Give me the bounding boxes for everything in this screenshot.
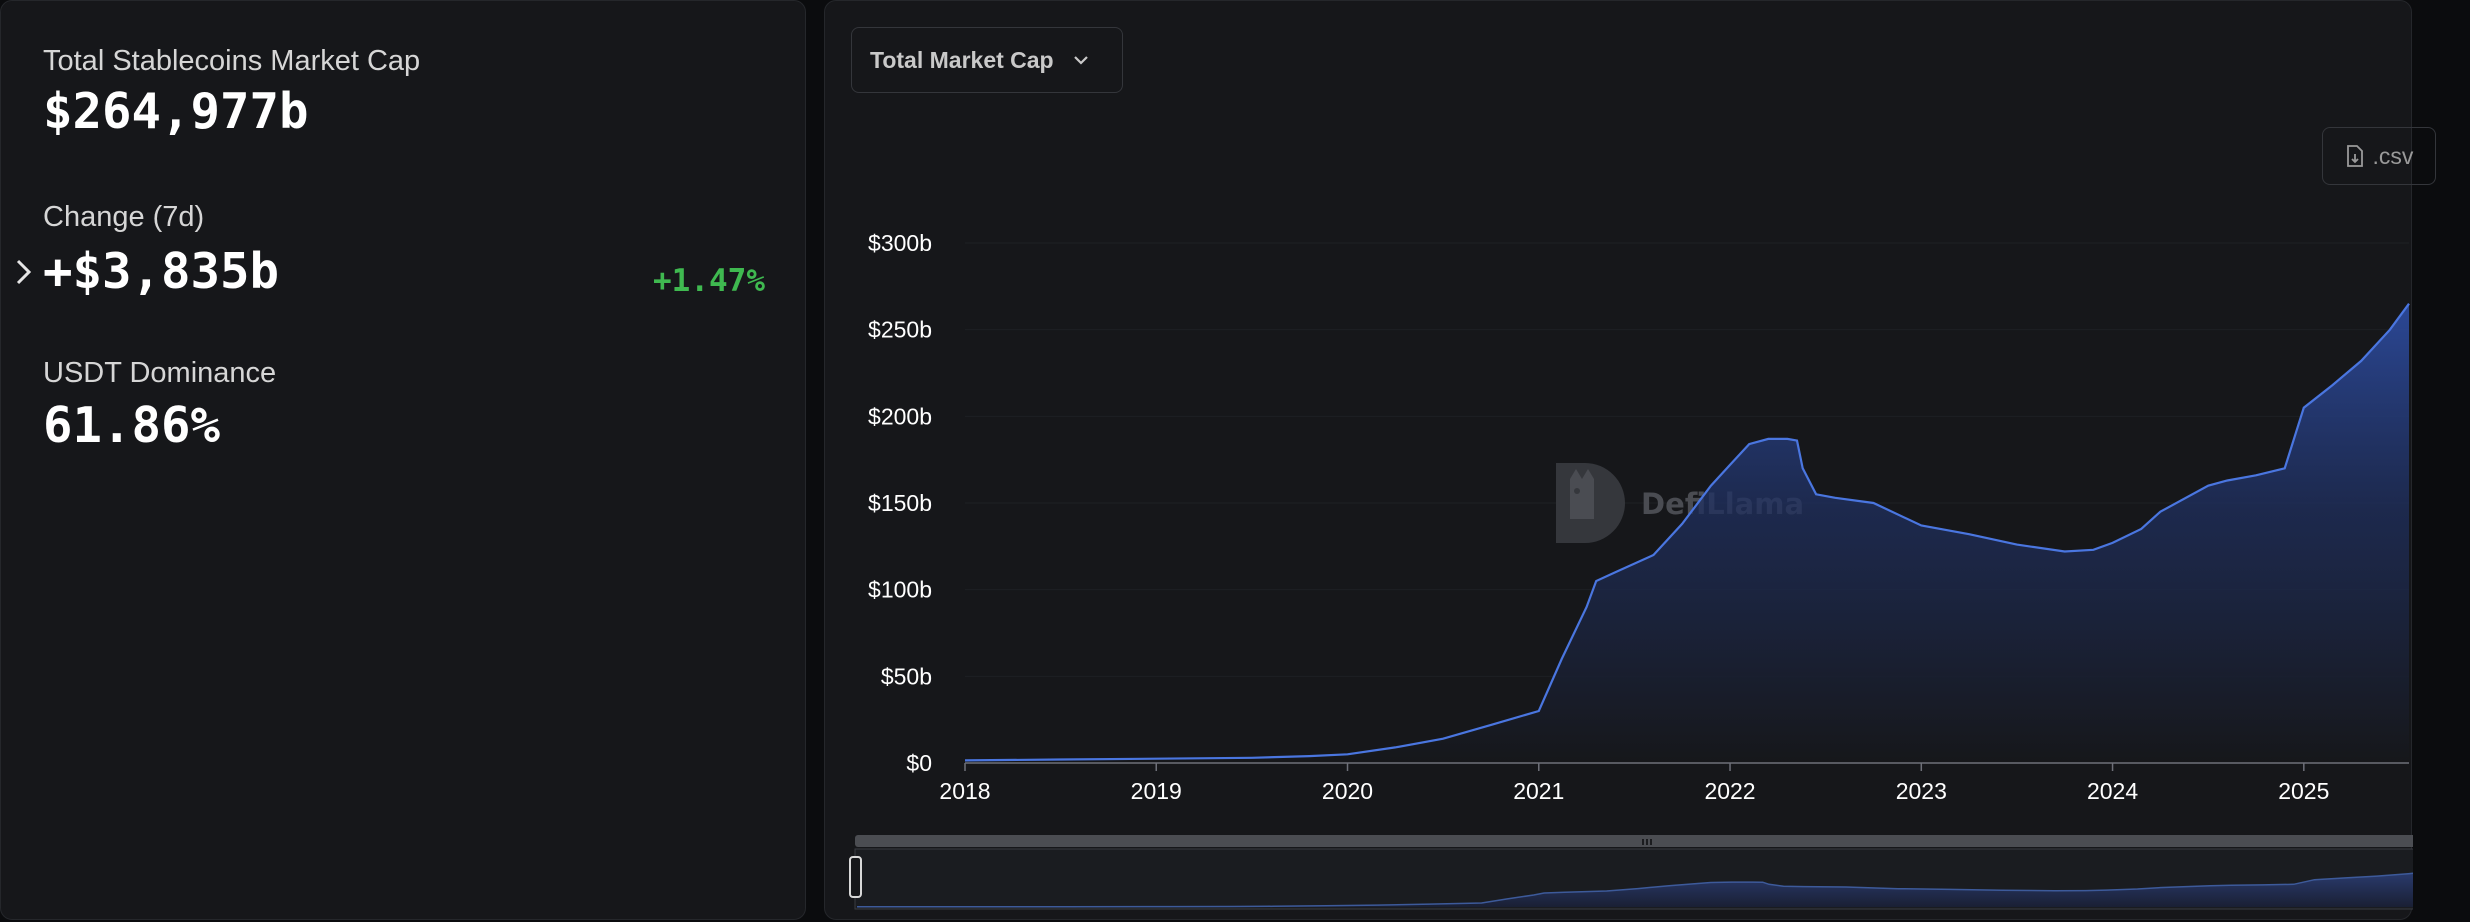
y-tick-label: $250b	[868, 317, 932, 343]
y-tick-label: $100b	[868, 577, 932, 603]
y-tick-label: $300b	[868, 230, 932, 256]
x-axis: 2018 2019 2020 2021 2022 2023 2024 2025	[939, 762, 2409, 804]
chevron-down-icon	[1073, 56, 1088, 65]
zoom-preview-line	[856, 872, 2413, 908]
download-file-icon	[2346, 145, 2363, 167]
change-7d-label: Change (7d)	[43, 201, 205, 233]
zoom-handle-left[interactable]	[849, 856, 862, 898]
stats-panel: Total Stablecoins Market Cap $264,977b C…	[0, 0, 806, 920]
chevron-right-icon[interactable]	[13, 257, 35, 287]
x-tick-label: 2025	[2278, 778, 2329, 804]
usdt-dominance-value: 61.86%	[43, 397, 221, 454]
y-tick-label: $50b	[881, 663, 932, 689]
zoom-slider-track[interactable]	[855, 835, 2413, 847]
x-tick-label: 2019	[1131, 778, 1182, 804]
zoom-preview-area	[857, 873, 2413, 907]
change-7d-value: +$3,835b	[43, 243, 280, 300]
x-tick-label: 2024	[2087, 778, 2138, 804]
metric-dropdown-label: Total Market Cap	[870, 46, 1054, 73]
market-cap-line	[964, 303, 2410, 762]
y-tick-label: $0	[906, 750, 932, 776]
download-csv-button[interactable]: .csv	[2322, 127, 2436, 185]
x-tick-label: 2023	[1896, 778, 1947, 804]
usdt-dominance-label: USDT Dominance	[43, 357, 277, 389]
zoom-slider[interactable]	[849, 835, 2413, 910]
market-cap-chart: $0$50b$100b$150b$200b$250b$300b DefiLlam…	[849, 230, 2413, 910]
change-7d-percent: +1.47%	[653, 263, 765, 299]
market-cap-area	[965, 303, 2409, 763]
x-tick-label: 2018	[939, 778, 990, 804]
chart-panel: Total Market Cap .csv $0 $50b $100b $150b $2…	[824, 0, 2436, 920]
csv-label: .csv	[2372, 142, 2414, 169]
total-market-cap-value: $264,977b	[43, 83, 309, 140]
zoom-slider-grip[interactable]	[1642, 839, 1652, 845]
y-tick-label: $200b	[868, 403, 932, 429]
x-tick-label: 2021	[1513, 778, 1564, 804]
total-market-cap-label: Total Stablecoins Market Cap	[43, 45, 421, 77]
x-tick-label: 2020	[1322, 778, 1373, 804]
metric-dropdown[interactable]: Total Market Cap	[851, 27, 1123, 93]
defillama-logo-icon	[1556, 463, 1625, 543]
x-tick-label: 2022	[1704, 778, 1755, 804]
y-tick-label: $150b	[868, 490, 932, 516]
y-axis: $0 $50b $100b $150b $200b $250b $300b	[868, 230, 932, 776]
